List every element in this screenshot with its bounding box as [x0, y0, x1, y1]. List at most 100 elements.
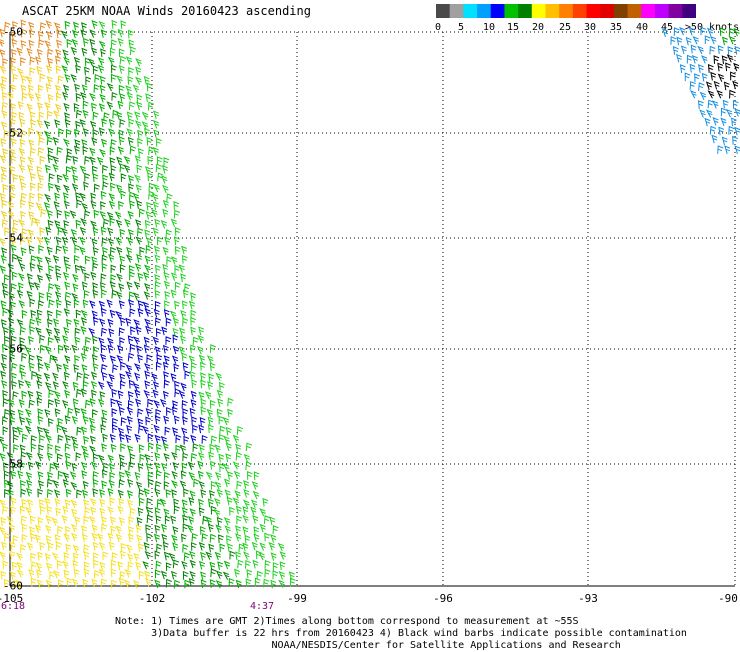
- wind-barb: [148, 182, 155, 192]
- lat-label: -56: [3, 342, 23, 356]
- wind-barb: [170, 373, 177, 382]
- wind-barb: [144, 380, 151, 390]
- wind-barb: [155, 327, 162, 337]
- wind-barb: [99, 391, 106, 400]
- wind-barb: [162, 208, 169, 218]
- wind-barb: [161, 164, 168, 174]
- wind-barb: [108, 479, 115, 489]
- wind-barb: [209, 344, 216, 353]
- wind-barb: [705, 81, 712, 91]
- wind-barb: [162, 390, 169, 400]
- wind-barb: [200, 489, 207, 498]
- wind-barb: [178, 346, 185, 355]
- wind-barb: [0, 254, 7, 264]
- wind-barb: [144, 453, 151, 463]
- wind-barb: [198, 391, 205, 401]
- wind-barb: [712, 100, 719, 109]
- wind-barb: [62, 184, 70, 193]
- wind-barb: [133, 363, 141, 372]
- wind-barb: [25, 417, 32, 426]
- wind-barb: [689, 90, 697, 99]
- wind-barb: [109, 309, 116, 319]
- wind-barb: [137, 507, 144, 517]
- note-line: NOAA/NESDIS/Center for Satellite Applica…: [115, 640, 621, 651]
- wind-barb: [27, 229, 34, 238]
- wind-barb: [20, 544, 27, 553]
- wind-barb: [155, 569, 161, 579]
- wind-barb: [206, 408, 213, 418]
- wind-barb: [45, 345, 52, 355]
- wind-barb: [46, 452, 53, 461]
- wind-barb: [180, 273, 187, 283]
- wind-barb: [243, 453, 250, 463]
- wind-barb: [52, 479, 60, 489]
- wind-barb: [92, 65, 99, 75]
- wind-barb: [73, 552, 79, 562]
- wind-barb: [1, 91, 8, 101]
- wind-barb: [713, 55, 720, 64]
- wind-barb: [44, 102, 51, 111]
- wind-barb: [12, 20, 18, 30]
- wind-barb: [31, 561, 38, 570]
- wind-barb: [1, 101, 9, 111]
- wind-barb: [69, 210, 77, 219]
- lat-label: -58: [3, 457, 23, 471]
- wind-barb: [127, 391, 134, 400]
- wind-barb: [228, 577, 235, 587]
- legend-swatch: [586, 4, 601, 18]
- wind-barb: [200, 571, 206, 581]
- wind-barb: [119, 433, 125, 443]
- wind-barb: [81, 525, 87, 535]
- wind-barb: [47, 48, 54, 58]
- wind-barb: [29, 182, 36, 192]
- wind-barb: [235, 505, 242, 515]
- wind-barb: [191, 379, 198, 389]
- wind-barb: [175, 434, 182, 444]
- wind-barb: [192, 443, 199, 452]
- wind-barb: [63, 56, 70, 66]
- wind-barb: [172, 461, 179, 471]
- wind-barb: [189, 508, 196, 517]
- wind-barb: [117, 146, 124, 155]
- wind-barb: [154, 507, 161, 516]
- wind-barb: [279, 561, 286, 571]
- wind-barb: [36, 48, 43, 58]
- wind-barb: [48, 282, 55, 292]
- wind-barb: [126, 91, 133, 101]
- legend-swatch: [559, 4, 574, 18]
- wind-barb: [39, 344, 46, 354]
- wind-barb: [129, 308, 136, 318]
- wind-barb: [3, 470, 10, 480]
- wind-barb: [162, 199, 169, 209]
- wind-barb: [117, 390, 124, 399]
- wind-barb: [82, 480, 89, 490]
- wind-barb: [110, 525, 117, 535]
- wind-barb: [157, 172, 164, 182]
- wind-barb: [117, 100, 124, 110]
- wind-barb: [165, 336, 172, 345]
- wind-barb: [19, 343, 27, 353]
- wind-barb: [25, 506, 32, 516]
- wind-barb: [198, 444, 205, 453]
- wind-barb: [181, 352, 188, 362]
- wind-barb: [123, 155, 131, 165]
- wind-barb: [36, 256, 43, 265]
- wind-barb: [117, 427, 124, 436]
- wind-barb: [24, 408, 32, 418]
- wind-barb: [155, 163, 162, 173]
- wind-barb: [9, 83, 16, 93]
- wind-barb: [37, 415, 44, 425]
- wind-barb: [189, 407, 196, 417]
- wind-barb: [43, 120, 51, 129]
- wind-barb: [29, 119, 36, 128]
- wind-barb: [734, 108, 740, 117]
- wind-barb: [16, 319, 24, 328]
- wind-barb: [190, 542, 197, 551]
- wind-barb: [16, 67, 24, 77]
- wind-barb: [162, 344, 169, 354]
- wind-barb: [92, 227, 99, 237]
- wind-barb: [710, 71, 717, 81]
- wind-barb: [137, 272, 144, 282]
- wind-barb: [116, 354, 123, 364]
- wind-barb: [210, 435, 218, 445]
